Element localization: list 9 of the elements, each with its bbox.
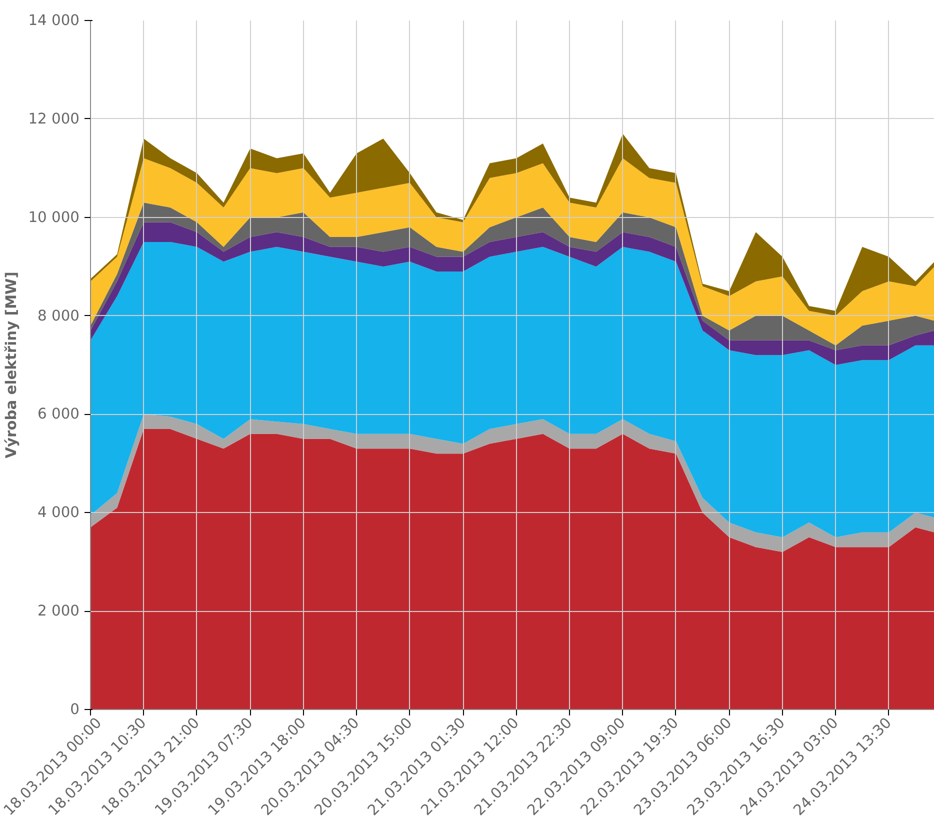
y-tick-label: 4 000 bbox=[38, 504, 80, 522]
y-axis-title: Výroba elektřiny [MW] bbox=[3, 272, 20, 458]
y-tick-label: 10 000 bbox=[28, 208, 80, 226]
y-tick-label: 6 000 bbox=[38, 406, 80, 423]
y-tick-label: 14 000 bbox=[28, 12, 80, 29]
y-tick-label: 0 bbox=[70, 701, 80, 718]
y-tick-label: 8 000 bbox=[38, 307, 80, 324]
y-tick-label: 12 000 bbox=[28, 110, 80, 128]
y-tick-label: 2 000 bbox=[38, 602, 80, 620]
